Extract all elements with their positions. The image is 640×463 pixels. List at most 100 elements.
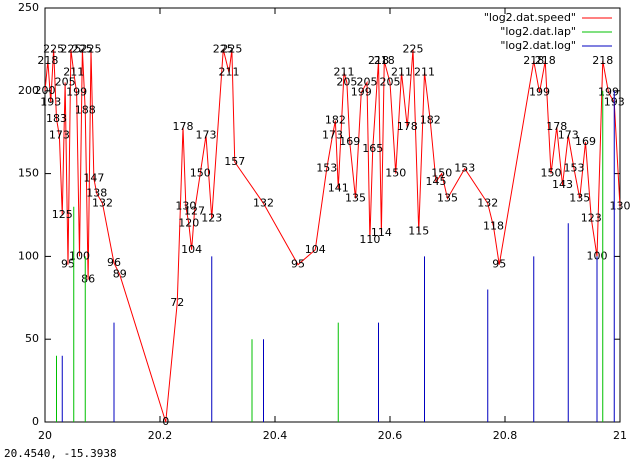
data-label: 132 xyxy=(253,196,274,209)
data-label: 225 xyxy=(60,42,81,55)
data-label: 132 xyxy=(92,196,113,209)
data-label: 205 xyxy=(357,76,378,89)
data-label: 178 xyxy=(397,120,418,133)
data-label: 135 xyxy=(345,191,366,204)
data-label: 123 xyxy=(581,211,602,224)
data-label: 169 xyxy=(575,135,596,148)
data-label: 114 xyxy=(371,226,392,239)
data-label: 218 xyxy=(374,54,395,67)
data-label: 135 xyxy=(569,191,590,204)
data-label: 182 xyxy=(420,114,441,127)
data-label: 130 xyxy=(610,200,631,213)
data-label: 178 xyxy=(173,120,194,133)
data-label: 200 xyxy=(35,84,56,97)
data-label: 211 xyxy=(334,66,355,79)
data-label: 120 xyxy=(178,216,199,229)
x-tick-label: 20.2 xyxy=(148,429,173,442)
data-label: 100 xyxy=(69,249,90,262)
data-label: 0 xyxy=(162,415,169,428)
data-label: 173 xyxy=(558,129,579,142)
data-label: 150 xyxy=(190,167,211,180)
data-label: 130 xyxy=(175,200,196,213)
legend-label: "log2.dat.log" xyxy=(500,39,576,52)
data-label: 95 xyxy=(291,258,305,271)
y-tick-label: 150 xyxy=(18,167,39,180)
data-label: 188 xyxy=(75,104,96,117)
data-label: 123 xyxy=(201,211,222,224)
data-label: 173 xyxy=(49,129,70,142)
x-tick-label: 20 xyxy=(38,429,52,442)
data-label: 115 xyxy=(408,225,429,238)
data-label: 199 xyxy=(351,85,372,98)
data-label: 211 xyxy=(63,66,84,79)
data-label: 110 xyxy=(359,233,380,246)
data-label: 173 xyxy=(322,129,343,142)
y-tick-label: 50 xyxy=(25,332,39,345)
legend-label: "log2.dat.lap" xyxy=(500,25,576,38)
data-label: 132 xyxy=(477,196,498,209)
data-label: 182 xyxy=(325,114,346,127)
data-label: 205 xyxy=(380,76,401,89)
data-label: 225 xyxy=(81,42,102,55)
data-label: 104 xyxy=(181,243,202,256)
data-label: 89 xyxy=(113,268,127,281)
data-label: 211 xyxy=(391,66,412,79)
data-label: 193 xyxy=(40,95,61,108)
status-bar: 20.4540, -15.3938 xyxy=(4,447,117,460)
data-label: 225 xyxy=(403,42,424,55)
data-label: 218 xyxy=(535,54,556,67)
data-label: 225 xyxy=(213,42,234,55)
data-label: 205 xyxy=(55,76,76,89)
data-label: 150 xyxy=(541,167,562,180)
data-label: 169 xyxy=(339,135,360,148)
data-label: 150 xyxy=(385,167,406,180)
chart: 0 50 100 150 200 250 20 20.2 20.4 20.6 20.8 21 200 21… xyxy=(18,1,631,442)
y-tick-label: 200 xyxy=(18,84,39,97)
data-label: 153 xyxy=(454,162,475,175)
data-label: 95 xyxy=(492,258,506,271)
speed-line xyxy=(44,49,621,423)
data-label: 153 xyxy=(564,162,585,175)
data-label: 147 xyxy=(83,172,104,185)
data-label: 178 xyxy=(546,120,567,133)
data-label: 157 xyxy=(224,155,245,168)
x-tick-label: 20.8 xyxy=(493,429,518,442)
data-label: 173 xyxy=(196,129,217,142)
data-label: 199 xyxy=(66,85,87,98)
data-label: 72 xyxy=(170,296,184,309)
legend-label: "log2.dat.speed" xyxy=(484,11,576,24)
y-tick-label: 0 xyxy=(32,415,39,428)
data-label: 145 xyxy=(426,175,447,188)
data-label: 205 xyxy=(336,76,357,89)
data-label: 96 xyxy=(107,256,121,269)
data-label: 218 xyxy=(37,54,58,67)
data-label: 153 xyxy=(316,162,337,175)
data-label: 211 xyxy=(219,66,240,79)
data-label: 225 xyxy=(72,42,93,55)
data-label: 218 xyxy=(592,54,613,67)
data-label: 141 xyxy=(328,182,349,195)
data-label: 218 xyxy=(523,54,544,67)
x-tick-label: 21 xyxy=(613,429,627,442)
data-label: 127 xyxy=(184,205,205,218)
data-label: 86 xyxy=(81,273,95,286)
data-label: 218 xyxy=(368,54,389,67)
data-label: 225 xyxy=(43,42,64,55)
data-label: 125 xyxy=(52,208,73,221)
data-label: 183 xyxy=(46,112,67,125)
data-label: 138 xyxy=(86,186,107,199)
x-tick-label: 20.4 xyxy=(263,429,288,442)
data-label: 118 xyxy=(483,220,504,233)
data-label: 165 xyxy=(362,142,383,155)
data-label: 211 xyxy=(414,66,435,79)
data-label: 150 xyxy=(431,167,452,180)
data-label: 104 xyxy=(305,243,326,256)
x-tick-label: 20.6 xyxy=(378,429,403,442)
plot-frame xyxy=(44,7,621,423)
y-tick-label: 250 xyxy=(18,1,39,14)
y-tick-label: 100 xyxy=(18,249,39,262)
data-label: 135 xyxy=(437,191,458,204)
data-label: 199 xyxy=(529,85,550,98)
data-label: 95 xyxy=(61,258,75,271)
